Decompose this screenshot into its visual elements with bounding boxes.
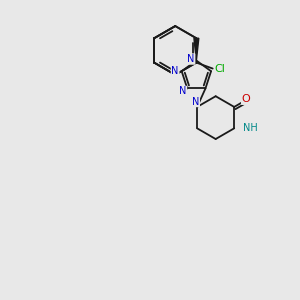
Text: N: N — [179, 86, 187, 97]
Text: N: N — [187, 54, 195, 64]
Text: O: O — [242, 94, 250, 104]
Text: Cl: Cl — [215, 64, 226, 74]
Text: NH: NH — [243, 123, 258, 133]
Polygon shape — [194, 38, 199, 61]
Text: N: N — [171, 66, 179, 76]
Text: N: N — [192, 97, 199, 106]
